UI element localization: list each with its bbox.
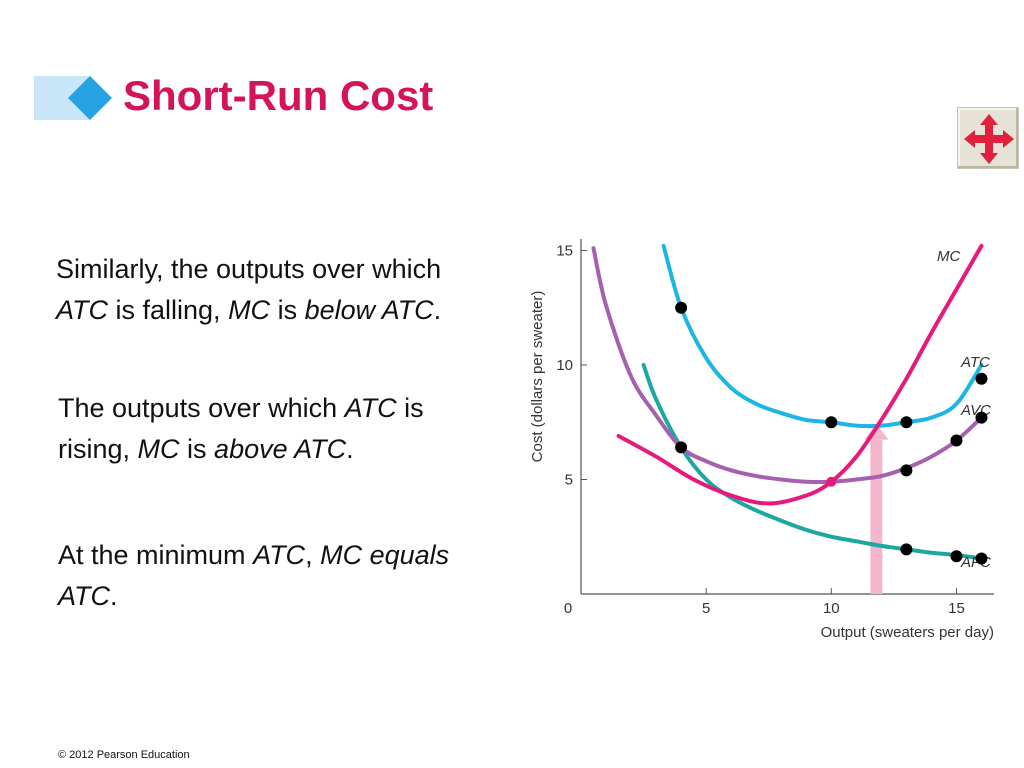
text-run: . [110,581,118,611]
paragraph-atc-falling: Similarly, the outputs over which ATC is… [56,249,476,331]
text-run: Similarly, the outputs over [56,254,373,284]
series-label-mc: MC [937,248,960,265]
data-point [825,416,838,429]
text-run: above ATC [214,434,347,464]
text-run: which [372,254,442,284]
paragraph-minimum-atc: At the minimum ATC, MC equals ATC. [58,535,478,617]
text-run: is [179,434,215,464]
text-run: ATC [56,295,108,325]
data-point [950,434,963,447]
copyright-text: © 2012 Pearson Education [58,749,190,761]
data-point [900,416,913,429]
y-tick-label: 5 [565,471,573,488]
data-point [900,543,913,556]
text-run: is [270,295,305,325]
data-point [900,464,913,477]
text-run: MC [228,295,271,325]
four-way-arrow-icon [964,114,1014,164]
series-label-atc: ATC [960,354,990,371]
data-point [975,411,988,424]
x-tick-label: 0 [564,600,572,617]
y-tick-label: 10 [556,357,573,374]
x-tick-label: 5 [702,600,710,617]
text-run: below ATC [304,295,434,325]
slide-title: Short-Run Cost [123,72,434,119]
cost-curves-chart: 0 5 10 15 5 10 15 Output (sweaters per day) Cost… [529,239,994,641]
text-run: MC [137,434,180,464]
text-run: is falling, [108,295,229,325]
data-point [950,550,963,563]
min-atc-arrow-shaft [870,439,883,594]
text-run: is rising, [58,393,424,464]
text-run: , [305,540,321,570]
series-afc-line [641,362,984,561]
series-avc-line [591,246,984,485]
text-run: The outputs over which [58,393,345,423]
series-atc-line [661,243,984,429]
x-tick-label: 10 [823,600,840,617]
title-accent-bar [34,76,112,120]
paragraph-atc-rising: The outputs over which ATC is rising, MC… [58,388,478,470]
y-axis-label: Cost (dollars per sweater) [529,291,546,463]
y-tick-label: 15 [556,242,573,259]
x-axis-label: Output (sweaters per day) [821,624,994,641]
mc-avc-intersection-point [826,476,837,487]
data-point [975,552,988,565]
x-tick-label: 15 [948,600,965,617]
text-run: . [433,295,442,325]
navigation-button[interactable] [957,107,1019,169]
data-point [975,372,988,385]
text-run: ATC [253,540,306,570]
text-run: ATC [344,393,397,423]
data-point [675,441,688,454]
text-run: MC equals ATC [58,540,450,611]
text-run: . [346,434,354,464]
data-point [675,301,688,314]
text-run: At the minimum [58,540,254,570]
